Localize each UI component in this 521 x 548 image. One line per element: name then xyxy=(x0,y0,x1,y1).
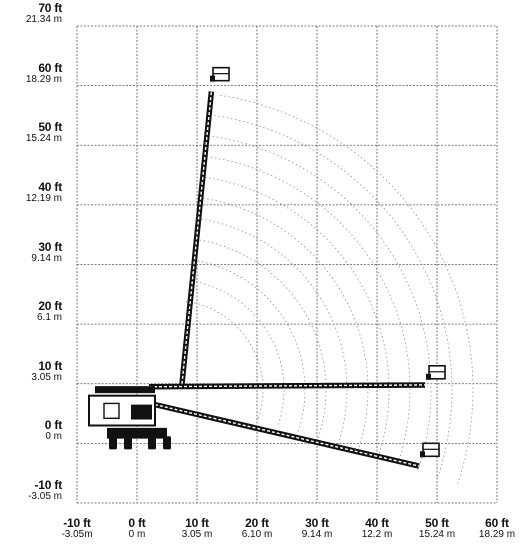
wheel xyxy=(109,436,117,450)
envelope-arc xyxy=(214,115,453,478)
y-tick-feet: 70 ft xyxy=(38,1,62,15)
y-tick-feet: 10 ft xyxy=(38,358,62,373)
envelope-arc xyxy=(186,300,264,419)
x-tick-label: -10 ft -3.05m xyxy=(50,517,104,540)
basket-0 xyxy=(210,66,230,82)
wheel xyxy=(163,436,171,450)
wheel xyxy=(124,436,132,450)
working-envelope-dots xyxy=(186,94,474,484)
x-tick-meters: 9.14 m xyxy=(301,529,333,540)
y-tick-feet: 30 ft xyxy=(38,239,62,254)
boom-below-grade-detail xyxy=(154,403,420,467)
y-tick-feet: 40 ft xyxy=(38,179,62,194)
boom-max-height-detail xyxy=(181,91,213,384)
basket-1 xyxy=(426,364,446,380)
y-tick-label: 60 ft 18.29 m xyxy=(0,62,62,85)
y-tick-meters: 18.29 m xyxy=(25,73,62,85)
envelope-arc xyxy=(208,156,411,465)
x-tick-feet: 60 ft xyxy=(485,516,509,530)
y-tick-meters: 9.14 m xyxy=(31,252,62,264)
basket-2 xyxy=(420,442,440,458)
y-tick-feet: 50 ft xyxy=(38,120,62,135)
y-tick-label: 40 ft 12.19 m xyxy=(0,181,62,204)
x-tick-feet: 20 ft xyxy=(245,516,269,530)
x-tick-feet: 40 ft xyxy=(365,516,389,530)
x-tick-label: 20 ft 6.10 m xyxy=(230,517,284,540)
boom-horizontal-detail xyxy=(148,384,426,388)
x-tick-feet: 30 ft xyxy=(305,516,329,530)
x-tick-label: 0 ft 0 m xyxy=(110,517,164,540)
counterweight xyxy=(131,404,152,420)
y-tick-label: -10 ft -3.05 m xyxy=(0,479,62,502)
basket-1-mount xyxy=(426,373,431,380)
x-tick-feet: -10 ft xyxy=(63,516,91,530)
y-tick-label: 0 ft 0 m xyxy=(0,419,62,442)
envelope-arc xyxy=(201,197,369,452)
y-tick-meters: 0 m xyxy=(45,431,62,443)
basket-2-mount xyxy=(420,451,425,458)
x-tick-label: 60 ft 18.29 m xyxy=(470,517,521,540)
x-tick-meters: 6.10 m xyxy=(241,529,273,540)
x-tick-label: 40 ft 12.2 m xyxy=(350,517,404,540)
x-tick-feet: 50 ft xyxy=(425,516,449,530)
x-tick-feet: 10 ft xyxy=(185,516,209,530)
envelope-arc xyxy=(217,94,474,484)
y-tick-meters: 21.34 m xyxy=(25,14,62,25)
x-tick-meters: 12.2 m xyxy=(361,529,393,540)
envelope-arc xyxy=(192,259,306,432)
x-tick-label: 30 ft 9.14 m xyxy=(290,517,344,540)
operator-window xyxy=(103,402,120,420)
chassis xyxy=(107,427,167,439)
y-tick-label: 50 ft 15.24 m xyxy=(0,121,62,144)
x-tick-label: 50 ft 15.24 m xyxy=(410,517,464,540)
x-tick-meters: 15.24 m xyxy=(418,529,456,540)
boom-lift-machine xyxy=(88,66,446,469)
y-tick-feet: -10 ft xyxy=(34,478,63,492)
x-tick-meters: 0 m xyxy=(128,529,146,540)
envelope-arc xyxy=(189,280,285,425)
y-tick-meters: 12.19 m xyxy=(25,192,62,204)
envelope-arc xyxy=(195,238,327,438)
x-tick-feet: 0 ft xyxy=(128,516,146,530)
grid xyxy=(76,25,498,504)
x-tick-meters: -3.05m xyxy=(61,529,93,540)
x-tick-meters: 18.29 m xyxy=(478,529,516,540)
envelope-arc xyxy=(211,135,432,471)
y-tick-feet: 60 ft xyxy=(38,60,62,75)
basket-0-mount xyxy=(210,75,215,82)
y-tick-meters: 6.1 m xyxy=(36,312,62,324)
envelope-arc xyxy=(204,177,390,458)
y-tick-meters: 3.05 m xyxy=(31,371,62,383)
envelope-arc xyxy=(198,218,348,445)
y-tick-label: 20 ft 6.1 m xyxy=(0,300,62,323)
y-tick-feet: 0 ft xyxy=(44,418,62,433)
x-tick-meters: 3.05 m xyxy=(181,529,213,540)
turntable-top xyxy=(95,386,155,394)
y-tick-meters: -3.05 m xyxy=(28,491,62,502)
y-tick-meters: 15.24 m xyxy=(25,133,62,145)
wheel xyxy=(148,436,156,450)
y-tick-label: 30 ft 9.14 m xyxy=(0,241,62,264)
y-tick-feet: 20 ft xyxy=(38,299,62,314)
y-tick-label: 70 ft 21.34 m xyxy=(0,2,62,25)
y-tick-label: 10 ft 3.05 m xyxy=(0,360,62,383)
x-tick-label: 10 ft 3.05 m xyxy=(170,517,224,540)
